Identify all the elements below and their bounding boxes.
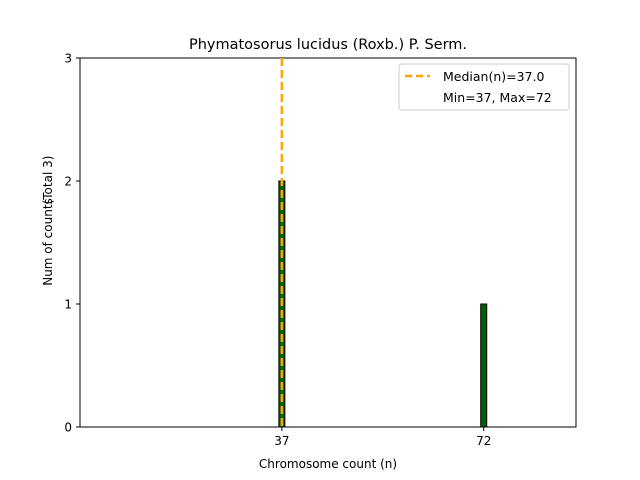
plot-frame <box>79 57 577 428</box>
y-tick-label-1: 1 <box>64 298 72 312</box>
y-tick-label-0: 0 <box>64 421 72 435</box>
bars <box>278 180 488 428</box>
x-tick-label-37: 37 <box>274 434 289 448</box>
bar-72 <box>480 303 488 428</box>
legend-median-label: Median(n)=37.0 <box>443 69 544 84</box>
y-axis-ticks: 0 1 2 3 <box>64 52 80 435</box>
legend-range-label: Min=37, Max=72 <box>443 90 552 105</box>
x-axis-ticks: 37 72 <box>274 427 491 448</box>
y-tick-label-3: 3 <box>64 52 72 66</box>
legend: Median(n)=37.0 Min=37, Max=72 <box>398 63 570 111</box>
chart-title: Phymatosorus lucidus (Roxb.) P. Serm. <box>189 37 467 53</box>
legend-box <box>398 63 570 111</box>
y-axis-total-label: (Total 3) <box>41 156 55 205</box>
plot-area <box>79 57 577 428</box>
x-axis-label: Chromosome count (n) <box>259 457 397 471</box>
x-tick-label-72: 72 <box>476 434 491 448</box>
y-axis-label: Num of counts <box>41 198 55 286</box>
y-tick-label-2: 2 <box>64 175 72 189</box>
